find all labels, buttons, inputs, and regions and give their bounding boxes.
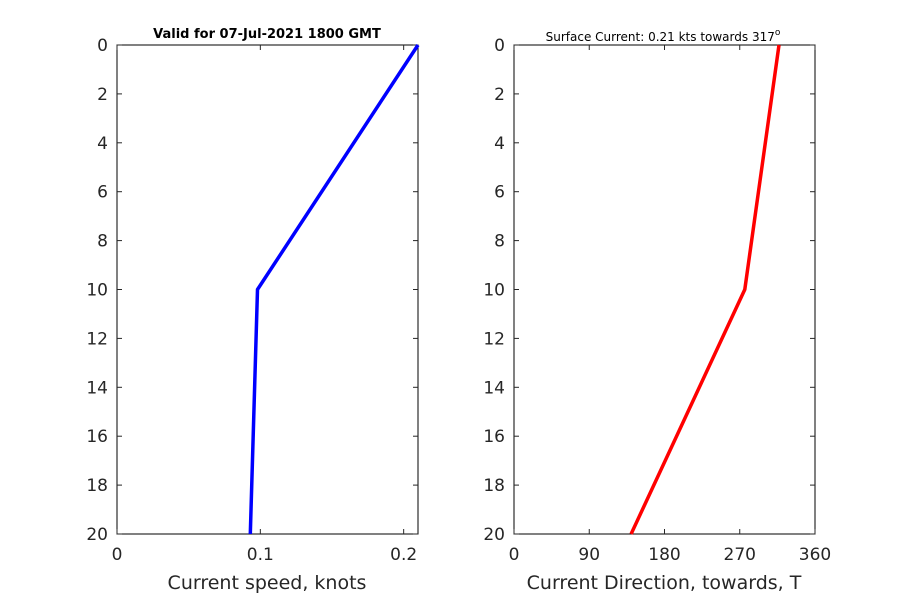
speed-y-tick-label: 16 (86, 427, 108, 447)
speed-y-tick-label: 0 (97, 36, 108, 56)
direction-chart-title: Surface Current: 0.21 kts towards 317o (546, 28, 781, 44)
direction-y-tick-label: 8 (494, 232, 505, 252)
speed-y-tick-label: 20 (86, 525, 108, 545)
speed-panel: 0 0.1 0.2 0 2 4 6 8 10 12 14 16 18 20 Valid for 07-Ju… (86, 27, 420, 594)
speed-x-axis-label: Current speed, knots (168, 572, 367, 594)
speed-x-tick-label: 0.1 (247, 545, 274, 565)
speed-y-tick-label: 10 (86, 281, 108, 301)
speed-y-tick-label: 18 (86, 476, 108, 496)
speed-chart-title: Valid for 07-Jul-2021 1800 GMT (153, 27, 381, 42)
speed-y-tick-label: 14 (86, 378, 108, 398)
direction-y-tick-label: 16 (483, 427, 505, 447)
speed-y-tick-label: 12 (86, 329, 108, 349)
direction-x-tick-label: 360 (799, 545, 831, 565)
direction-panel: 0 90 180 270 360 0 2 4 6 8 10 12 14 16 18 20 Surface Cu… (483, 28, 831, 594)
direction-x-tick-label: 90 (578, 545, 600, 565)
degree-superscript: o (775, 28, 781, 38)
speed-y-tick-label: 6 (97, 183, 108, 203)
speed-ticks (116, 44, 418, 535)
direction-y-tick-label: 20 (483, 525, 505, 545)
direction-y-tick-label: 0 (494, 36, 505, 56)
direction-title-text: Surface Current: 0.21 kts towards 317 (546, 30, 775, 44)
speed-x-tick-label: 0.2 (390, 545, 417, 565)
direction-profile-line (629, 44, 781, 535)
speed-profile-line (248, 44, 420, 535)
direction-y-tick-label: 14 (483, 378, 505, 398)
direction-ticks (513, 44, 816, 535)
direction-y-tick-label: 2 (494, 85, 505, 105)
speed-y-tick-label: 8 (97, 232, 108, 252)
direction-y-tick-label: 12 (483, 329, 505, 349)
direction-y-tick-label: 6 (494, 183, 505, 203)
speed-y-tick-label: 2 (97, 85, 108, 105)
direction-y-tick-label: 18 (483, 476, 505, 496)
speed-y-tick-label: 4 (97, 134, 108, 154)
direction-y-tick-label: 10 (483, 281, 505, 301)
direction-y-tick-label: 4 (494, 134, 505, 154)
speed-tick-labels: 0 0.1 0.2 0 2 4 6 8 10 12 14 16 18 20 (86, 36, 417, 565)
speed-x-tick-label: 0 (112, 545, 123, 565)
direction-x-axis-label: Current Direction, towards, T (527, 572, 802, 594)
direction-tick-labels: 0 90 180 270 360 0 2 4 6 8 10 12 14 16 18 20 (483, 36, 831, 565)
direction-x-tick-label: 270 (724, 545, 756, 565)
direction-x-tick-label: 0 (509, 545, 520, 565)
direction-x-tick-label: 180 (648, 545, 680, 565)
